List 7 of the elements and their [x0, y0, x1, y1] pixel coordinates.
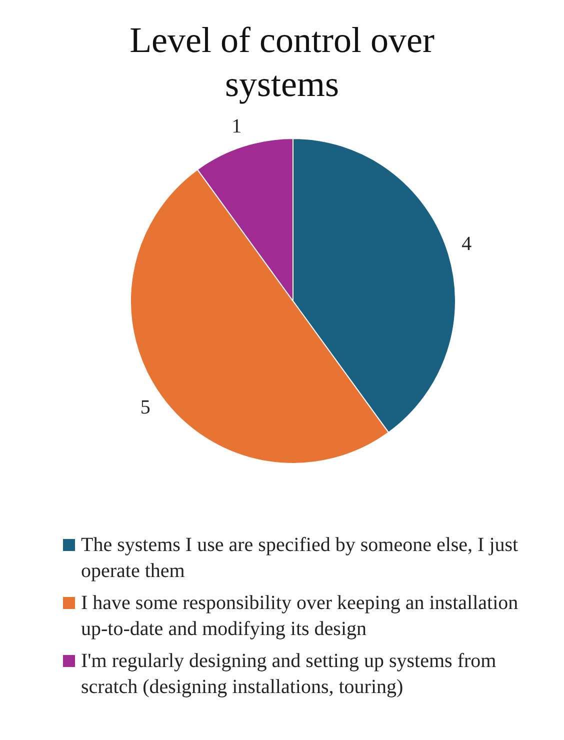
data-label: 1 [232, 116, 242, 138]
legend-label: I have some responsibility over keeping an installation up-to-date and modifying its design [81, 591, 520, 642]
data-label: 4 [462, 232, 472, 255]
chart-title: Level of control over systems [128, 19, 436, 106]
legend-label: I'm regularly designing and setting up systems from scratch (designing installations, touring) [81, 649, 498, 700]
legend-label: The systems I use are specified by someone else, I just operate them [81, 533, 520, 584]
data-label: 5 [140, 396, 150, 419]
